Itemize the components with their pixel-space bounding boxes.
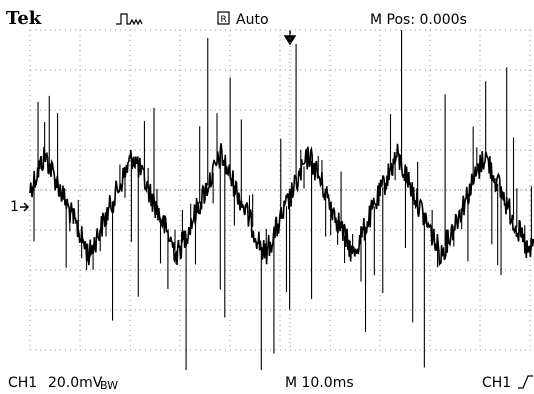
channel-marker: 1	[10, 199, 19, 215]
horizontal-position: M Pos: 0.000s	[370, 12, 467, 28]
volts-per-div: 20.0mV	[48, 375, 103, 391]
brand: Tek	[6, 8, 42, 29]
footer-channel: CH1	[8, 375, 37, 391]
oscilloscope-screen: Tek R Auto M Pos: 0.000s 1 CH1 20.0mV BW…	[0, 0, 534, 394]
trigger-status: Auto	[236, 12, 269, 28]
run-icon-letter: R	[221, 15, 227, 25]
trigger-source: CH1	[482, 375, 511, 391]
timebase: M 10.0ms	[285, 375, 354, 391]
bandwidth-limit: BW	[100, 379, 118, 392]
background	[0, 0, 534, 394]
